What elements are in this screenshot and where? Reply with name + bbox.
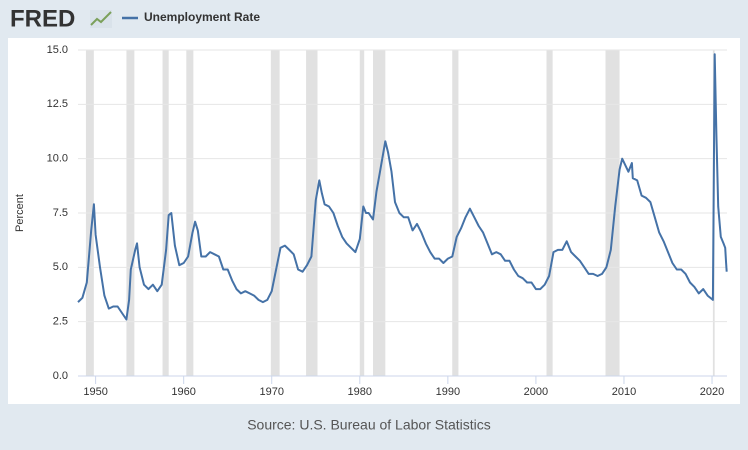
y-tick-label: 2.5: [53, 316, 68, 328]
x-tick-label: 2010: [612, 386, 636, 398]
y-tick-label: 10.0: [47, 153, 68, 165]
x-tick-label: 1980: [348, 386, 372, 398]
y-tick-label: 7.5: [53, 207, 68, 219]
y-tick-label: 0.0: [53, 370, 68, 382]
x-tick-label: 1950: [83, 386, 107, 398]
y-tick-label: 15.0: [47, 44, 68, 56]
legend-label: Unemployment Rate: [144, 10, 260, 24]
data-line: [77, 53, 728, 321]
x-tick-label: 2020: [700, 386, 724, 398]
x-tick-label: 1960: [171, 386, 195, 398]
x-tick-label: 1990: [436, 386, 460, 398]
logo-icon: [90, 10, 112, 28]
y-tick-label: 12.5: [47, 98, 68, 110]
brand-logo[interactable]: FRED: [10, 5, 75, 32]
y-tick-label: 5.0: [53, 261, 68, 273]
y-axis-label: Percent: [14, 194, 26, 232]
source-note: Source: U.S. Bureau of Labor Statistics: [247, 417, 491, 433]
x-tick-label: 2000: [524, 386, 548, 398]
x-tick-label: 1970: [259, 386, 283, 398]
